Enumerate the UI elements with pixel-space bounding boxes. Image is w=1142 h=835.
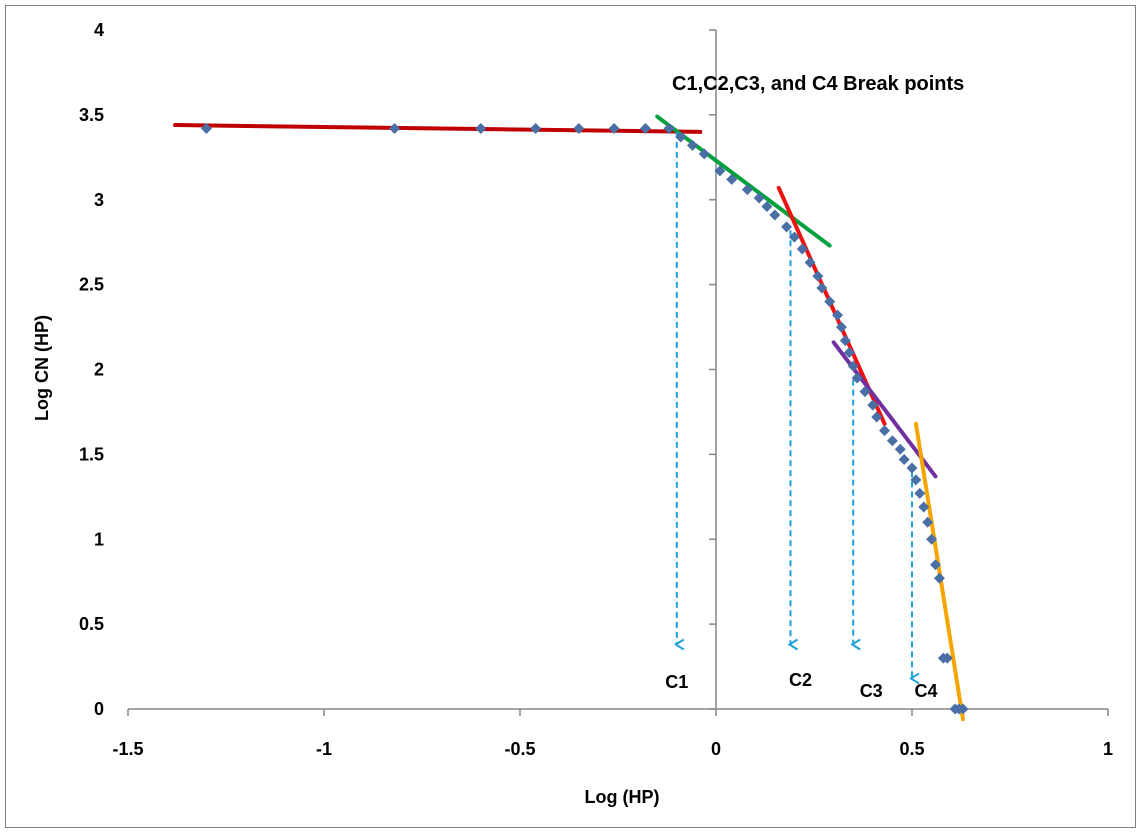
data-point [843, 347, 855, 359]
x-tick-label: -1 [316, 739, 332, 759]
data-point [910, 474, 922, 486]
data-point [200, 122, 212, 134]
x-tick-label: 0 [711, 739, 721, 759]
fit-line [913, 421, 965, 722]
data-point [957, 703, 969, 715]
data-point [879, 425, 891, 437]
y-tick-label: 1 [94, 529, 104, 549]
data-point [389, 122, 401, 134]
data-point [741, 184, 753, 196]
x-tick-label: 1 [1103, 739, 1113, 759]
data-point [573, 122, 585, 134]
data-point [781, 221, 793, 233]
y-tick-label: 2.5 [79, 275, 104, 295]
break-point-label: C1 [665, 672, 688, 692]
chart-frame [5, 5, 1136, 828]
data-point [859, 386, 871, 398]
y-tick-label: 0 [94, 699, 104, 719]
data-point [832, 309, 844, 321]
data-point [933, 572, 945, 584]
break-point-label: C3 [860, 681, 883, 701]
data-point [918, 501, 930, 513]
labels: C1 C2 C3 C4 [665, 670, 937, 701]
data-point [675, 131, 687, 143]
data-point [698, 148, 710, 160]
y-tick-label: 3.5 [79, 105, 104, 125]
data-point [926, 533, 938, 545]
data-point [851, 372, 863, 384]
data-point [898, 453, 910, 465]
fit-line [655, 114, 832, 248]
x-tick-label: 0.5 [899, 739, 924, 759]
data-point [714, 165, 726, 177]
y-tick-label: 3 [94, 190, 104, 210]
y-axis-title: Log CN (HP) [32, 315, 52, 421]
data-point [922, 516, 934, 528]
break-point-arrows [673, 131, 920, 685]
data-point [812, 270, 824, 282]
data-point [769, 209, 781, 221]
data-point [941, 652, 953, 664]
data-point [663, 122, 675, 134]
data-point [816, 282, 828, 294]
data-point [906, 462, 918, 474]
x-axis-title: Log (HP) [585, 787, 660, 807]
data-point [475, 122, 487, 134]
data-point [726, 173, 738, 185]
axes: -1.5 -1 -0.5 0 0.5 1 0 0.5 1 1.5 2 2.5 3 3.5 4 [79, 20, 1113, 759]
data-point [914, 487, 926, 499]
data-point [894, 443, 906, 455]
data-point [753, 192, 765, 204]
data-point [871, 411, 883, 423]
y-tick-label: 1.5 [79, 444, 104, 464]
y-tick-label: 0.5 [79, 614, 104, 634]
chart-title: C1,C2,C3, and C4 Break points [672, 73, 964, 95]
y-tick-label: 2 [94, 360, 104, 380]
data-points [200, 122, 969, 715]
y-tick-label: 4 [94, 20, 104, 40]
data-point [608, 122, 620, 134]
data-point [796, 243, 808, 255]
data-point [686, 139, 698, 151]
fit-lines [173, 114, 965, 722]
data-point [639, 122, 651, 134]
data-point [788, 231, 800, 243]
fit-line [173, 123, 703, 134]
data-point [804, 257, 816, 269]
data-point [530, 122, 542, 134]
data-point [835, 321, 847, 333]
data-point [824, 296, 836, 308]
data-point [867, 399, 879, 411]
x-tick-label: -1.5 [112, 739, 143, 759]
data-point [930, 559, 942, 571]
data-point [847, 360, 859, 372]
data-point [761, 201, 773, 213]
data-point [886, 435, 898, 447]
break-point-label: C2 [789, 670, 812, 690]
x-tick-label: -0.5 [504, 739, 535, 759]
data-point [839, 335, 851, 347]
break-point-label: C4 [914, 681, 937, 701]
